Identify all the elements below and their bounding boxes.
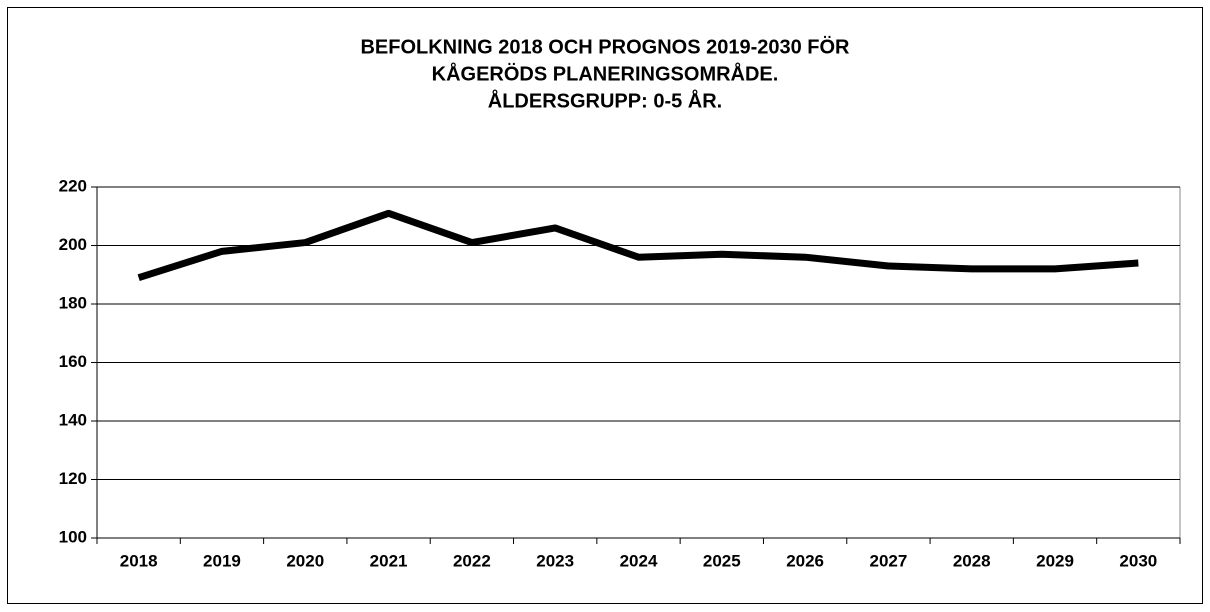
chart-title: KÅGERÖDS PLANERINGSOMRÅDE. bbox=[432, 61, 779, 85]
x-tick-label: 2028 bbox=[953, 551, 991, 570]
x-tick-label: 2023 bbox=[536, 551, 574, 570]
x-tick-label: 2026 bbox=[786, 551, 824, 570]
line bbox=[137, 209, 1139, 282]
y-tick-label: 200 bbox=[59, 235, 87, 254]
y-tick-label: 180 bbox=[59, 293, 87, 312]
chart-title: ÅLDERSGRUPP: 0-5 ÅR. bbox=[488, 88, 722, 112]
y-tick-label: 220 bbox=[59, 176, 87, 195]
chart-border bbox=[7, 7, 1203, 604]
x-tick-label: 2030 bbox=[1119, 551, 1157, 570]
x-tick-label: 2025 bbox=[703, 551, 741, 570]
chart-title: BEFOLKNING 2018 OCH PROGNOS 2019-2030 FÖ… bbox=[360, 35, 850, 58]
x-tick-label: 2021 bbox=[370, 551, 408, 570]
x-tick-label: 2024 bbox=[620, 551, 658, 570]
x-tick-label: 2020 bbox=[286, 551, 324, 570]
y-tick-label: 140 bbox=[59, 410, 87, 429]
x-tick-label: 2022 bbox=[453, 551, 491, 570]
y-tick-label: 160 bbox=[59, 352, 87, 371]
x-tick-label: 2018 bbox=[120, 551, 158, 570]
x-tick-label: 2029 bbox=[1036, 551, 1074, 570]
y-tick-label: 100 bbox=[59, 527, 87, 546]
x-tick-label: 2027 bbox=[870, 551, 908, 570]
y-tick-label: 120 bbox=[59, 469, 87, 488]
x-tick-label: 2019 bbox=[203, 551, 241, 570]
